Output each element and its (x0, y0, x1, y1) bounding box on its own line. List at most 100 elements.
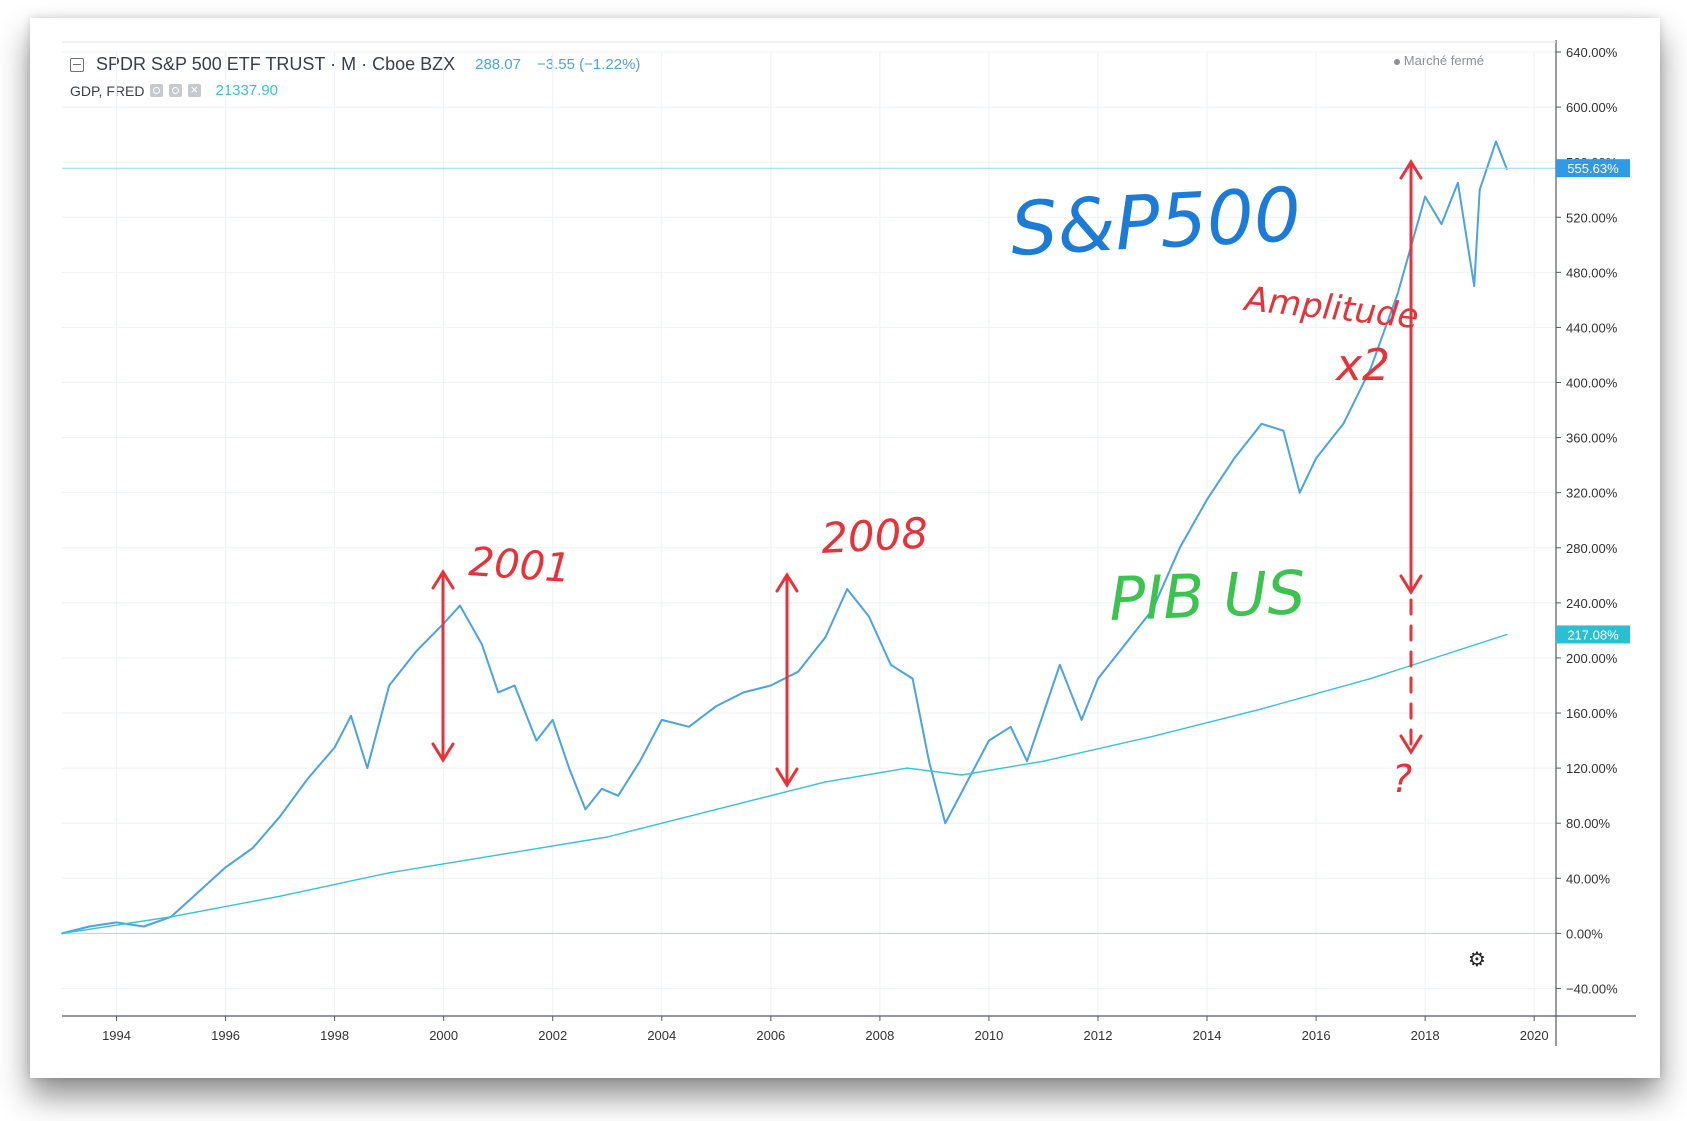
spy-point (770, 684, 772, 687)
spy-point (459, 604, 461, 607)
x-tick-label: 2002 (538, 1028, 567, 1043)
settings-mini-icon[interactable] (169, 84, 183, 97)
y-tick-label: 200.00% (1566, 651, 1618, 666)
spy-point (601, 788, 603, 790)
series-layer (61, 140, 1556, 935)
arrow-2008-head-bottom (775, 767, 799, 788)
spy-point (350, 715, 352, 717)
status-dot-icon (1393, 58, 1400, 65)
sp500-annotation: S&P500 (1008, 172, 1303, 273)
spy-point (1260, 423, 1263, 425)
x-tick-label: 1998 (320, 1028, 349, 1043)
gdp-point (1151, 735, 1154, 738)
gear-icon[interactable]: ⚙ (1468, 949, 1486, 971)
y-tick-label: 640.00% (1566, 45, 1618, 60)
arrow-future-head (1399, 734, 1423, 755)
spy-point (279, 815, 281, 818)
pib-annotation: PIB US (1108, 558, 1306, 635)
spy-point (115, 921, 118, 924)
spy-point (535, 739, 538, 742)
market-status: Marché fermé (1393, 53, 1484, 68)
arrow-2008-head-top (775, 572, 799, 593)
x-tick-label: 1996 (211, 1028, 240, 1043)
symbol-value: 288.07 (475, 56, 521, 73)
spy-point (306, 778, 309, 780)
spy-series-line (61, 140, 1508, 935)
spy-point (1424, 195, 1426, 198)
spy-point (661, 719, 663, 721)
amplitude-annotation: Amplitude (1241, 279, 1420, 337)
spy-point (1026, 760, 1028, 762)
gdp-point (388, 872, 391, 874)
y-tick-label: 40.00% (1566, 871, 1611, 886)
y-tick-label: 480.00% (1566, 265, 1618, 280)
spy-point (1457, 182, 1459, 184)
spy-point (1282, 429, 1285, 432)
y-tick-label: 320.00% (1566, 486, 1618, 501)
chart-panel: SPDR S&P 500 ETF TRUST · M · Cboe BZX 28… (62, 40, 1634, 1040)
spy-point (928, 760, 930, 762)
spy-point (388, 684, 391, 687)
x-tick-label: 2008 (865, 1028, 894, 1043)
gdp-price-label: 217.08% (1567, 627, 1619, 642)
spy-point (797, 670, 799, 673)
spy-point (890, 664, 892, 666)
x-tick-label: 2020 (1520, 1028, 1549, 1043)
spy-point (1495, 140, 1497, 143)
arrow-2001-head-bottom (431, 742, 455, 763)
spy-point (617, 794, 619, 797)
spy-point (1206, 498, 1208, 501)
arrow-amplitude-head-top (1399, 159, 1423, 180)
close-icon[interactable] (188, 83, 202, 97)
x-tick-label: 2010 (974, 1028, 1003, 1043)
spy-point (688, 726, 690, 728)
spy-point (1151, 608, 1154, 611)
y-tick-label: 0.00% (1566, 926, 1603, 941)
symbol-title[interactable]: SPDR S&P 500 ETF TRUST · M · Cboe BZX (96, 54, 456, 74)
eye-icon[interactable] (150, 84, 164, 97)
gdp-point (170, 916, 172, 918)
spy-point (1009, 726, 1012, 728)
collapse-square-icon[interactable] (70, 57, 84, 72)
y-tick-label: 240.00% (1566, 596, 1618, 611)
spy-point (143, 925, 145, 928)
spy-price-label: 555.63% (1567, 161, 1619, 176)
x-tick-label: 2006 (756, 1028, 785, 1043)
spy-point (1342, 423, 1345, 425)
spy-point (513, 684, 516, 687)
spy-point (333, 746, 336, 749)
spy-point (742, 691, 745, 694)
grid-horizontal (62, 51, 1556, 989)
y-tick-label: 600.00% (1566, 100, 1618, 115)
x-tick-label: 2016 (1302, 1028, 1331, 1043)
x-tick-label: 1994 (102, 1028, 131, 1043)
gdp-title[interactable]: GDP, FRED (70, 82, 145, 99)
spy-point (1080, 719, 1083, 721)
spy-point (88, 925, 91, 928)
gdp-point (606, 836, 609, 838)
x-tick-label: 2018 (1411, 1028, 1440, 1043)
spy-point (1397, 292, 1399, 294)
spy-point (1440, 223, 1443, 225)
gdp-value: 21337.90 (215, 82, 279, 99)
question-annotation: ? (1392, 757, 1412, 801)
spy-point (1473, 285, 1475, 287)
spy-point (639, 760, 641, 762)
spy-point (1042, 712, 1045, 714)
gdp-point (1042, 760, 1045, 762)
gdp-point (1369, 677, 1372, 680)
spy-point (1179, 547, 1181, 549)
x-tick-label: 2014 (1193, 1028, 1222, 1043)
spy-point (481, 643, 483, 645)
gdp-legend: GDP, FRED 21337.90 (70, 82, 278, 99)
spy-point (1233, 457, 1236, 460)
spy-point (415, 650, 418, 652)
spy-point (715, 705, 718, 707)
spy-point (1478, 188, 1481, 191)
symbol-legend: SPDR S&P 500 ETF TRUST · M · Cboe BZX 28… (70, 54, 640, 75)
arrow-2001-head-top (431, 569, 455, 590)
spy-point (252, 847, 254, 849)
spy-point (1124, 643, 1126, 645)
symbol-change: −3.55 (−1.22%) (537, 56, 641, 73)
